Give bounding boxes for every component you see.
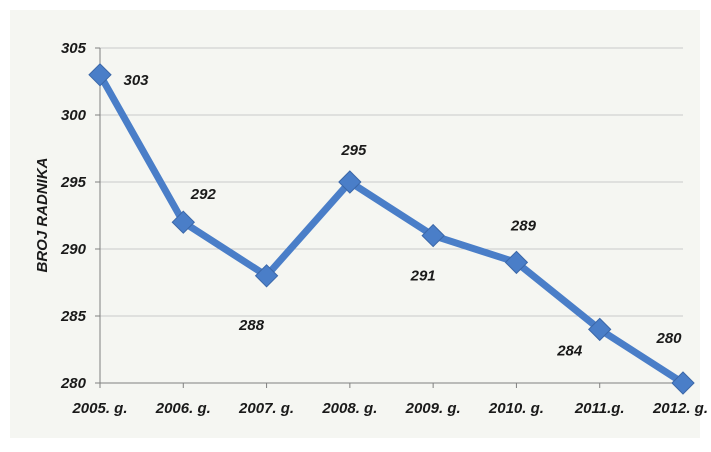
data-point-marker bbox=[171, 210, 195, 234]
plot-background bbox=[10, 10, 700, 438]
x-tick-label: 2010. g. bbox=[488, 400, 544, 417]
data-label: 292 bbox=[190, 186, 217, 203]
axes bbox=[95, 47, 684, 388]
data-point-marker bbox=[504, 250, 529, 275]
x-tick-label: 2007. g. bbox=[238, 400, 294, 417]
data-labels: 303 292 288 295 291 289 284 280 bbox=[123, 72, 682, 360]
data-label: 284 bbox=[556, 342, 583, 359]
series-line-path bbox=[96, 71, 687, 387]
data-label: 280 bbox=[655, 330, 682, 347]
series-markers bbox=[88, 63, 695, 395]
data-label: 303 bbox=[123, 72, 149, 89]
data-label: 289 bbox=[510, 217, 537, 234]
series-line bbox=[96, 71, 687, 387]
y-tick-label: 285 bbox=[60, 308, 87, 325]
data-point-marker bbox=[421, 223, 445, 248]
x-tick-labels: 2005. g. 2006. g. 2007. g. 2008. g. 2009. g.… bbox=[71, 400, 708, 417]
y-tick-label: 295 bbox=[60, 174, 87, 191]
x-tick-label: 2009. g. bbox=[405, 400, 461, 417]
data-point-marker bbox=[88, 63, 112, 87]
x-tick-label: 2012. g. bbox=[652, 400, 708, 417]
y-tick-labels: 280 285 290 295 300 305 bbox=[60, 40, 87, 392]
y-axis-title: BROJ RADNIKA bbox=[34, 157, 51, 272]
data-point-marker bbox=[338, 170, 362, 194]
y-tick-label: 280 bbox=[60, 375, 87, 392]
data-point-marker bbox=[671, 371, 695, 395]
data-point-marker bbox=[254, 264, 279, 288]
y-tick-label: 305 bbox=[61, 40, 87, 57]
data-label: 295 bbox=[340, 142, 367, 159]
x-tick-label: 2008. g. bbox=[321, 400, 377, 417]
data-point-marker bbox=[588, 317, 612, 342]
x-tick-label: 2005. g. bbox=[71, 400, 127, 417]
data-label: 288 bbox=[238, 317, 265, 334]
x-tick-label: 2006. g. bbox=[155, 400, 211, 417]
y-tick-label: 290 bbox=[60, 241, 87, 258]
y-tick-label: 300 bbox=[61, 107, 87, 124]
data-label: 291 bbox=[410, 268, 436, 285]
x-tick-label: 2011.g. bbox=[574, 400, 625, 417]
